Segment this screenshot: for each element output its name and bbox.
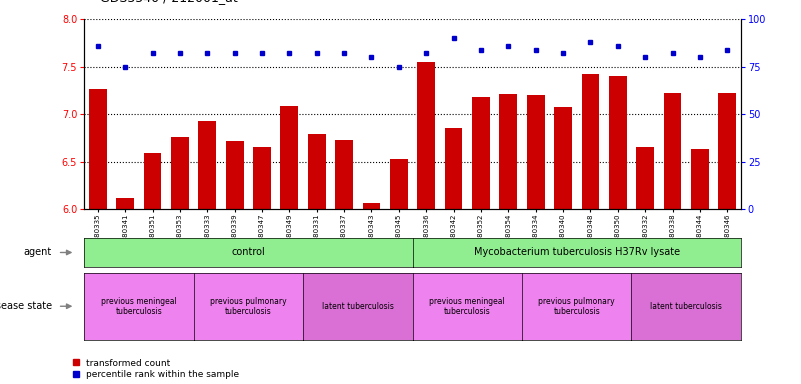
Bar [554, 107, 572, 209]
Bar [335, 140, 353, 209]
Bar [143, 153, 162, 209]
Bar [718, 93, 736, 209]
Bar [308, 134, 326, 209]
Bar [472, 97, 490, 209]
Text: Mycobacterium tuberculosis H37Rv lysate: Mycobacterium tuberculosis H37Rv lysate [473, 247, 680, 258]
Bar [527, 95, 545, 209]
Text: latent tuberculosis: latent tuberculosis [322, 302, 394, 311]
Bar [226, 141, 244, 209]
Text: disease state: disease state [0, 301, 52, 311]
Text: control: control [231, 247, 265, 258]
Text: latent tuberculosis: latent tuberculosis [650, 302, 723, 311]
Bar [116, 198, 134, 209]
Bar [445, 127, 462, 209]
Bar [499, 94, 517, 209]
Text: previous pulmonary
tuberculosis: previous pulmonary tuberculosis [210, 296, 287, 316]
Text: previous meningeal
tuberculosis: previous meningeal tuberculosis [429, 296, 505, 316]
Bar [199, 121, 216, 209]
Legend: transformed count, percentile rank within the sample: transformed count, percentile rank withi… [73, 359, 239, 379]
Bar [363, 203, 380, 209]
Bar [609, 76, 626, 209]
Bar [253, 147, 271, 209]
Bar [390, 159, 408, 209]
Text: previous pulmonary
tuberculosis: previous pulmonary tuberculosis [538, 296, 615, 316]
Bar [89, 89, 107, 209]
Text: previous meningeal
tuberculosis: previous meningeal tuberculosis [101, 296, 177, 316]
Bar [171, 137, 189, 209]
Bar [417, 62, 435, 209]
Bar [636, 147, 654, 209]
Bar [663, 93, 682, 209]
Bar [691, 149, 709, 209]
Text: GDS3540 / 212001_at: GDS3540 / 212001_at [100, 0, 238, 4]
Text: agent: agent [24, 247, 52, 258]
Bar [280, 106, 298, 209]
Bar [582, 74, 599, 209]
